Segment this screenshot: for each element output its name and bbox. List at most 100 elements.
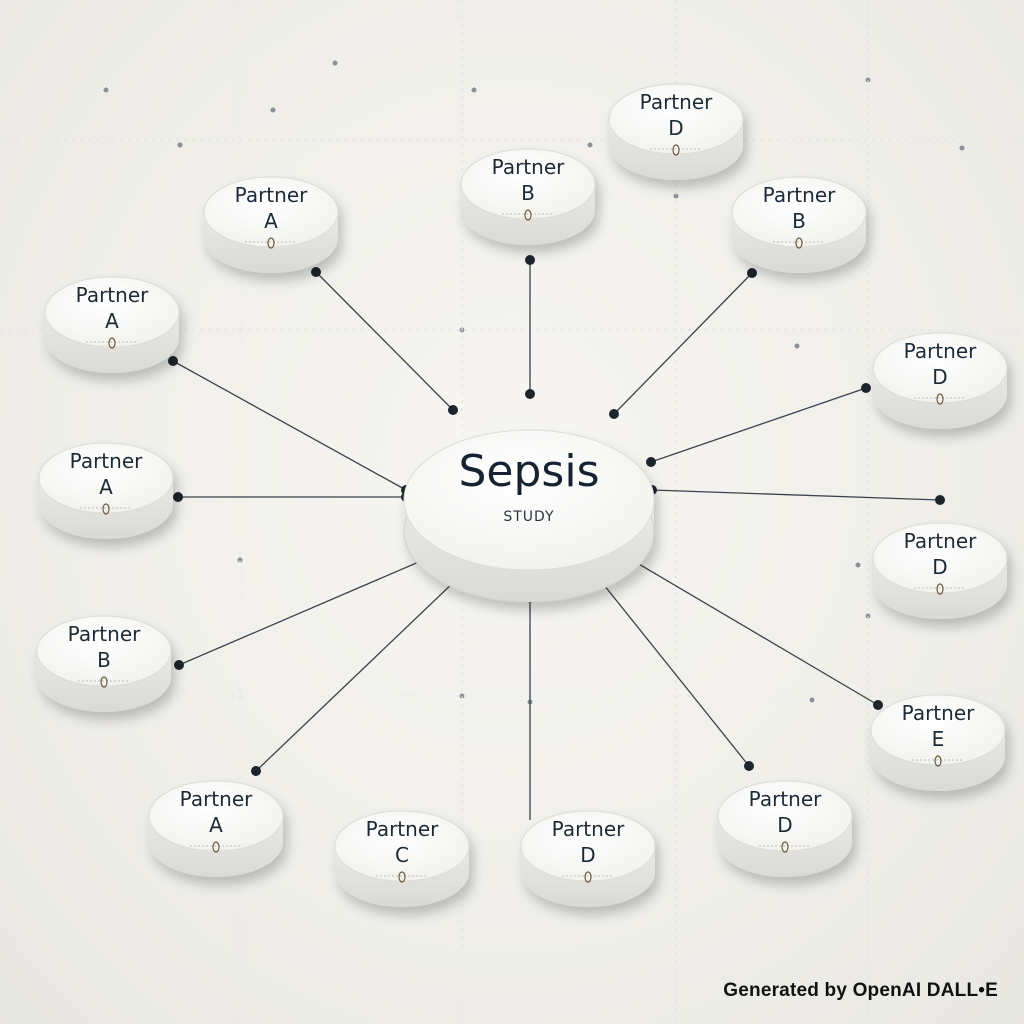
partner-label-line1: Partner (68, 622, 141, 646)
connector-dot (525, 255, 535, 265)
node-top (148, 780, 284, 852)
partner-label-line2: B (792, 209, 806, 233)
grid-dot (794, 343, 800, 349)
node-mini-icon (398, 871, 406, 883)
partner-label-line2: C (395, 843, 409, 867)
connector-line (650, 387, 867, 463)
node-mini-icon (672, 144, 680, 156)
partner-label-line2: D (932, 365, 947, 389)
node-top (870, 694, 1006, 766)
connector-line (631, 559, 879, 706)
partner-label-line1: Partner (640, 90, 713, 114)
grid-dot (270, 107, 276, 113)
partner-label-line2: D (777, 813, 792, 837)
center-subtitle: STUDY (503, 509, 554, 525)
center-title: Sepsis (458, 446, 599, 497)
partner-label-line1: Partner (235, 183, 308, 207)
partner-label-line1: Partner (70, 449, 143, 473)
node-mini-icon (934, 755, 942, 767)
node-mini-icon (102, 503, 110, 515)
node-top (38, 442, 174, 514)
partner-nodes: PartnerAPartnerAPartnerAPartnerBPartnerA… (36, 83, 1008, 907)
grid-dot (103, 87, 109, 93)
partner-label-line2: D (932, 555, 947, 579)
connector-dot (861, 383, 871, 393)
partner-label-line1: Partner (366, 817, 439, 841)
partner-label-line1: Partner (552, 817, 625, 841)
node-mini-icon (936, 393, 944, 405)
watermark-text: Generated by OpenAI DALL•E (723, 980, 998, 1001)
partner-label-line2: D (668, 116, 683, 140)
node-mini-icon (212, 841, 220, 853)
connector-line (178, 557, 429, 666)
connector-dot (744, 761, 754, 771)
node-mini-icon (267, 237, 275, 249)
connector-dot (935, 495, 945, 505)
node-top (44, 276, 180, 348)
grid-dot (177, 142, 183, 148)
node-mini-icon (781, 841, 789, 853)
partner-label-line2: D (580, 843, 595, 867)
connector-line (172, 360, 407, 491)
partner-label-line2: A (105, 309, 119, 333)
partner-label-line1: Partner (180, 787, 253, 811)
node-mini-icon (584, 871, 592, 883)
node-top (203, 176, 339, 248)
connector-dot (311, 267, 321, 277)
partner-label-line1: Partner (904, 529, 977, 553)
partner-label-line2: B (97, 648, 111, 672)
connector-dot (747, 268, 757, 278)
connector-line (255, 579, 457, 772)
connector-dot (168, 356, 178, 366)
partner-label-line2: A (264, 209, 278, 233)
partner-label-line2: A (209, 813, 223, 837)
node-top (872, 522, 1008, 594)
node-mini-icon (795, 237, 803, 249)
node-top (872, 332, 1008, 404)
node-top (460, 148, 596, 220)
connector-line (599, 579, 750, 767)
partner-label-line1: Partner (492, 155, 565, 179)
grid-dot (673, 193, 679, 199)
node-top (717, 780, 853, 852)
node-mini-icon (936, 583, 944, 595)
grid-dot (471, 87, 477, 93)
partner-label-line1: Partner (749, 787, 822, 811)
connector-dot (609, 409, 619, 419)
node-mini-icon (100, 676, 108, 688)
partner-label-line2: A (99, 475, 113, 499)
partner-label-line1: Partner (76, 283, 149, 307)
node-top (36, 615, 172, 687)
partner-label-line2: B (521, 181, 535, 205)
grid-dot (855, 562, 861, 568)
node-mini-icon (524, 209, 532, 221)
grid-dot (332, 60, 338, 66)
connector-dot (873, 700, 883, 710)
partner-label-line1: Partner (763, 183, 836, 207)
grid-dot (809, 697, 815, 703)
connector-dot (173, 492, 183, 502)
node-top (334, 810, 470, 882)
connector-dot (646, 457, 656, 467)
connector-line (651, 489, 941, 501)
partner-label-line2: E (932, 727, 945, 751)
node-top (520, 810, 656, 882)
node-top (731, 176, 867, 248)
center-node-sepsis-study[interactable]: Sepsis STUDY (403, 429, 655, 603)
grid-dot (959, 145, 965, 151)
